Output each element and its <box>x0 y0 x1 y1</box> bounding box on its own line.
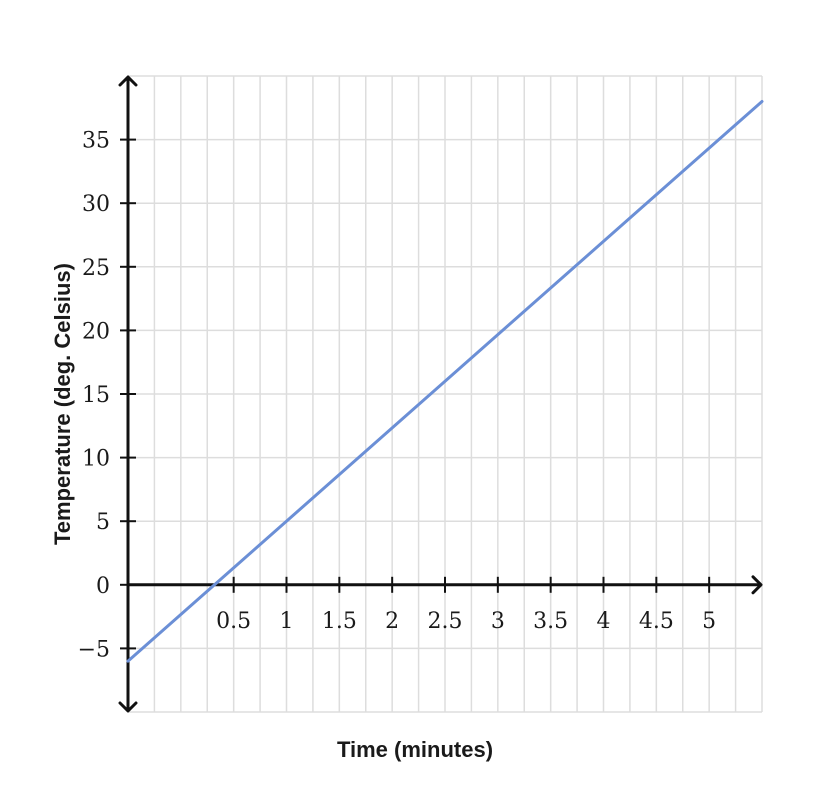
y-tick-label: 30 <box>82 192 110 217</box>
x-tick-label: 4 <box>597 609 611 634</box>
x-tick-label: 2 <box>385 609 399 634</box>
x-tick-label: 3.5 <box>533 609 568 634</box>
y-axis-arrow-up <box>118 75 138 87</box>
grid-lines <box>128 75 763 713</box>
y-tick-label: 35 <box>82 129 110 154</box>
x-tick-label: 1.5 <box>322 609 357 634</box>
x-tick-label: 5 <box>702 609 716 634</box>
y-tick-label: 0 <box>96 574 110 599</box>
series-line <box>126 99 764 663</box>
x-axis-title: Time (minutes) <box>337 737 493 762</box>
x-axis-arrow-right <box>751 575 763 595</box>
y-tick-label: 20 <box>82 319 110 344</box>
y-tick-label: 5 <box>96 510 110 535</box>
y-tick-label: 15 <box>82 383 110 408</box>
y-tick-label: 10 <box>82 447 110 472</box>
x-tick-label: 0.5 <box>216 609 251 634</box>
x-tick-label: 1 <box>280 609 294 634</box>
x-ticks: 0.5 1 1.5 2 2.5 3 3.5 4 4.5 5 <box>216 576 716 634</box>
x-tick-label: 4.5 <box>639 609 674 634</box>
y-tick-label: 25 <box>82 256 110 281</box>
y-tick-label: −5 <box>78 637 110 662</box>
y-ticks: −5 0 5 10 15 20 25 30 35 <box>78 129 136 662</box>
y-axis-arrow-down <box>118 701 138 713</box>
x-tick-label: 3 <box>491 609 505 634</box>
x-tick-label: 2.5 <box>428 609 463 634</box>
y-axis-title: Temperature (deg. Celsius) <box>50 263 75 545</box>
series-group <box>126 99 764 663</box>
